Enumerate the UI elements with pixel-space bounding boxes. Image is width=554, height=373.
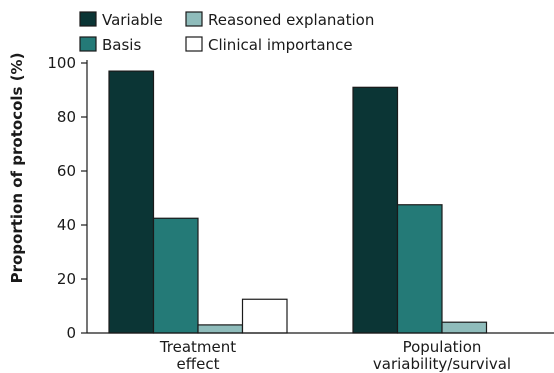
bar-variable (352, 86, 399, 334)
legend-label: Variable (102, 11, 163, 29)
bars (108, 70, 488, 334)
legend: Variable Basis Reasoned explanation Clinica… (79, 11, 374, 54)
bar-reasoned-explanation (441, 321, 488, 334)
y-axis-label: Proportion of protocols (%) (8, 53, 26, 284)
x-category-label: Treatment (159, 338, 236, 356)
legend-swatch (185, 11, 203, 27)
legend-label: Basis (102, 36, 141, 54)
x-category-label: effect (177, 355, 220, 373)
y-axis-ticks: 0 20 40 60 80 100 (47, 54, 87, 342)
y-tick-label: 100 (47, 54, 76, 72)
bar-reasoned-explanation (197, 324, 244, 334)
legend-label: Reasoned explanation (208, 11, 374, 29)
legend-swatch (79, 11, 97, 27)
bar-clinical-importance (241, 298, 288, 334)
y-tick-label: 0 (66, 324, 76, 342)
y-tick-label: 80 (57, 108, 76, 126)
y-tick-label: 60 (57, 162, 76, 180)
y-tick-label: 20 (57, 270, 76, 288)
x-category-label: variability/survival (373, 355, 511, 373)
legend-swatch (79, 36, 97, 52)
y-tick-label: 40 (57, 216, 76, 234)
bar-basis (396, 204, 443, 334)
legend-label: Clinical importance (208, 36, 353, 54)
bar-basis (152, 217, 199, 334)
bar-variable (108, 70, 155, 334)
x-category-label: Population (403, 338, 482, 356)
legend-swatch (185, 36, 203, 52)
